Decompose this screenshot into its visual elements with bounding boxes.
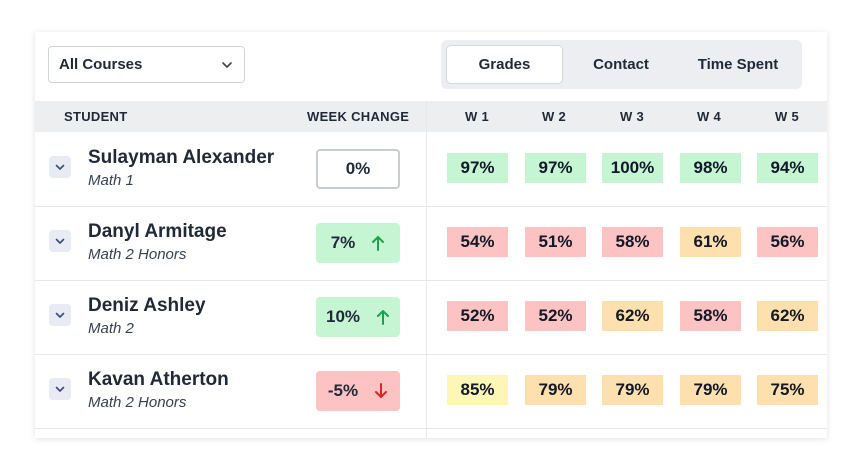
arrow-down-icon bbox=[374, 382, 388, 400]
header-w1: W 1 bbox=[465, 109, 490, 124]
grade-cell-w5: 94% bbox=[757, 153, 818, 183]
grade-cell-w3: 79% bbox=[602, 375, 663, 405]
expand-row-button[interactable] bbox=[49, 156, 71, 178]
table-header: STUDENT WEEK CHANGE W 1 W 2 W 3 W 4 W 5 bbox=[35, 101, 827, 132]
grade-cell-w4: 58% bbox=[680, 301, 741, 331]
student-course: Math 1 bbox=[88, 172, 134, 189]
table-row: Sulayman Alexander Math 1 0% 97% 97% 100% 98% 9… bbox=[35, 132, 827, 207]
week-change-value: -5% bbox=[327, 381, 359, 400]
chevron-down-icon bbox=[54, 161, 66, 173]
grade-cell-w4: 79% bbox=[680, 375, 741, 405]
header-w3: W 3 bbox=[620, 109, 645, 124]
grade-cell-w3: 100% bbox=[602, 153, 663, 183]
grade-cell-w3: 58% bbox=[602, 227, 663, 257]
grade-cell-w2: 97% bbox=[525, 153, 586, 183]
view-tabs: Grades Contact Time Spent bbox=[441, 40, 802, 89]
grade-cell-w3: 62% bbox=[602, 301, 663, 331]
week-change-value: 0% bbox=[345, 159, 371, 178]
week-change-badge: 7% bbox=[316, 223, 400, 263]
table-row: Kavan Atherton Math 2 Honors -5% 85% 79% 79% 7… bbox=[35, 354, 827, 429]
grade-cell-w4: 61% bbox=[680, 227, 741, 257]
student-course: Math 2 Honors bbox=[88, 394, 187, 411]
grade-cell-w1: 85% bbox=[447, 375, 508, 405]
arrow-up-icon bbox=[371, 234, 385, 252]
week-change-badge: 0% bbox=[316, 149, 400, 189]
student-name: Deniz Ashley bbox=[88, 295, 206, 316]
chevron-down-icon bbox=[54, 235, 66, 247]
gradebook-card: All Courses Grades Contact Time Spent ST… bbox=[35, 32, 827, 438]
course-filter-value: All Courses bbox=[59, 56, 143, 73]
student-name: Danyl Armitage bbox=[88, 221, 227, 242]
chevron-down-icon bbox=[54, 309, 66, 321]
toolbar: All Courses Grades Contact Time Spent bbox=[35, 32, 827, 101]
table-row: Deniz Ashley Math 2 10% 52% 52% 62% 58% 62% bbox=[35, 280, 827, 355]
student-course: Math 2 bbox=[88, 320, 134, 337]
expand-row-button[interactable] bbox=[49, 304, 71, 326]
grade-cell-w2: 51% bbox=[525, 227, 586, 257]
expand-row-button[interactable] bbox=[49, 378, 71, 400]
grade-cell-w1: 54% bbox=[447, 227, 508, 257]
grade-cell-w2: 79% bbox=[525, 375, 586, 405]
student-course: Math 2 Honors bbox=[88, 246, 187, 263]
week-change-value: 10% bbox=[325, 307, 361, 326]
student-name: Kavan Atherton bbox=[88, 369, 229, 390]
grade-cell-w2: 52% bbox=[525, 301, 586, 331]
student-name: Sulayman Alexander bbox=[88, 147, 275, 168]
expand-row-button[interactable] bbox=[49, 230, 71, 252]
grade-cell-w5: 75% bbox=[757, 375, 818, 405]
grade-cell-w4: 98% bbox=[680, 153, 741, 183]
week-change-badge: 10% bbox=[316, 297, 400, 337]
grade-cell-w5: 56% bbox=[757, 227, 818, 257]
week-change-badge: -5% bbox=[316, 371, 400, 411]
header-student: STUDENT bbox=[64, 109, 128, 124]
header-w5: W 5 bbox=[775, 109, 800, 124]
grade-cell-w1: 52% bbox=[447, 301, 508, 331]
table-row: Danyl Armitage Math 2 Honors 7% 54% 51% 58% 61… bbox=[35, 206, 827, 281]
grade-cell-w5: 62% bbox=[757, 301, 818, 331]
header-w4: W 4 bbox=[697, 109, 722, 124]
column-divider bbox=[426, 101, 427, 438]
grade-cell-w1: 97% bbox=[447, 153, 508, 183]
course-filter-select[interactable]: All Courses bbox=[48, 46, 245, 83]
arrow-up-icon bbox=[376, 308, 390, 326]
chevron-down-icon bbox=[54, 383, 66, 395]
chevron-down-icon bbox=[220, 58, 234, 72]
tab-time-spent[interactable]: Time Spent bbox=[697, 56, 779, 73]
header-w2: W 2 bbox=[542, 109, 567, 124]
tab-contact[interactable]: Contact bbox=[593, 56, 649, 73]
tab-grades[interactable]: Grades bbox=[446, 45, 563, 84]
week-change-value: 7% bbox=[330, 233, 356, 252]
header-week-change: WEEK CHANGE bbox=[307, 109, 410, 124]
